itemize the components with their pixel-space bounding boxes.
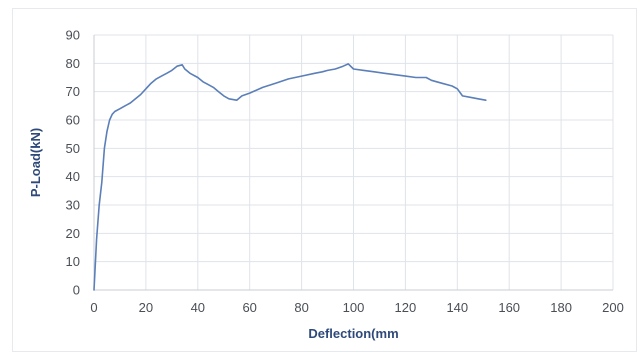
x-tick-label: 140 — [446, 300, 468, 315]
x-tick-label: 120 — [395, 300, 417, 315]
x-tick-label: 60 — [242, 300, 256, 315]
x-tick-label: 160 — [498, 300, 520, 315]
x-tick-label: 20 — [139, 300, 153, 315]
series-line — [93, 63, 487, 291]
x-tick-label: 80 — [294, 300, 308, 315]
chart-frame: 0 10 20 30 40 50 60 70 80 90 0 20 40 60 80 100 120 140 160… — [12, 8, 637, 352]
y-tick-label: 30 — [66, 198, 80, 213]
y-tick-label: 50 — [66, 141, 80, 156]
x-tick-label: 180 — [550, 300, 572, 315]
y-tick-label: 80 — [66, 56, 80, 71]
y-tick-label: 0 — [73, 283, 80, 298]
x-tick-label: 40 — [191, 300, 205, 315]
y-axis-title: P-Load(kN) — [28, 128, 43, 197]
axes — [93, 35, 613, 291]
y-tick-label: 40 — [66, 169, 80, 184]
y-tick-label: 70 — [66, 84, 80, 99]
x-tick-label: 200 — [602, 300, 624, 315]
y-tick-label: 90 — [66, 28, 80, 43]
y-tick-label: 60 — [66, 113, 80, 128]
x-axis-title: Deflection(mm — [308, 326, 398, 341]
grid — [93, 34, 614, 291]
y-tick-label: 20 — [66, 226, 80, 241]
series-group — [93, 63, 487, 291]
y-tick-label: 10 — [66, 254, 80, 269]
tick-labels: 0 10 20 30 40 50 60 70 80 90 0 20 40 60 80 100 120 140 160… — [66, 28, 624, 316]
x-tick-label: 0 — [90, 300, 97, 315]
line-chart: 0 10 20 30 40 50 60 70 80 90 0 20 40 60 80 100 120 140 160… — [28, 28, 624, 342]
x-tick-label: 100 — [343, 300, 365, 315]
